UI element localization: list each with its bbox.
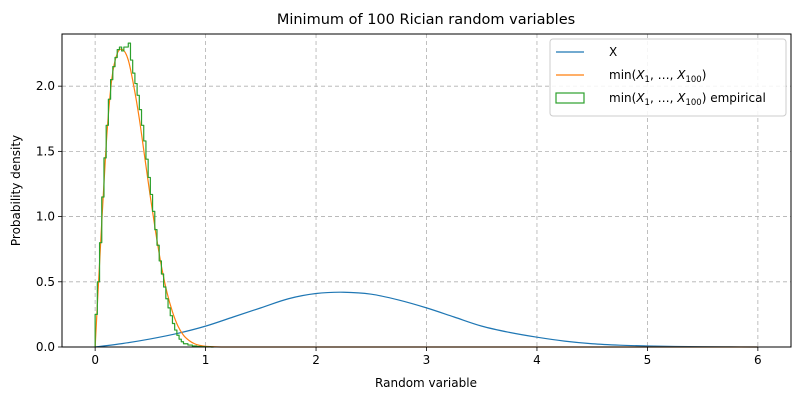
- legend-label-part: 100: [685, 98, 701, 108]
- x-tick-label: 0: [91, 353, 99, 367]
- legend-label-part: X: [635, 68, 645, 82]
- x-tick-label: 3: [423, 353, 431, 367]
- legend-label: min(X1, …, X100) empirical: [609, 91, 766, 108]
- legend-label-part: ): [702, 68, 707, 82]
- legend-label-part: 100: [685, 75, 701, 85]
- x-tick-label: 2: [312, 353, 320, 367]
- legend-label-part: X: [676, 91, 686, 105]
- y-tick-label: 0.5: [36, 275, 55, 289]
- legend-label-part: ) empirical: [702, 91, 766, 105]
- x-tick-label: 1: [202, 353, 210, 367]
- legend-label-part: , …,: [650, 68, 677, 82]
- series-x-line: [95, 291, 758, 348]
- legend-box: [549, 38, 787, 117]
- x-axis-title: Random variable: [375, 376, 477, 390]
- legend-label-part: X: [635, 91, 645, 105]
- legend-label-part: X: [676, 68, 686, 82]
- legend-label: X: [609, 45, 617, 59]
- legend-label-part: min(: [609, 91, 636, 105]
- y-tick-label: 1.5: [36, 144, 55, 158]
- y-tick-label: 0.0: [36, 340, 55, 354]
- legend-label-part: min(: [609, 68, 636, 82]
- legend-label-part: 1: [645, 75, 650, 85]
- x-tick-label: 4: [533, 353, 541, 367]
- x-tick-label: 5: [644, 353, 652, 367]
- legend-label-part: 1: [645, 98, 650, 108]
- ticks: 0 1 2 3 4 5 6 0.0 0.5 1.0 1.5 2.0: [36, 79, 762, 367]
- y-tick-label: 2.0: [36, 79, 55, 93]
- chart-title: Minimum of 100 Rician random variables: [277, 12, 575, 28]
- legend-swatch: [555, 92, 585, 104]
- legend-label-text: X: [609, 45, 617, 59]
- y-axis-title: Probability density: [9, 135, 23, 246]
- series-min-empirical-step: [94, 42, 214, 348]
- legend-label-part: , …,: [650, 91, 677, 105]
- x-tick-label: 6: [754, 353, 762, 367]
- legend-label: min(X1, …, X100): [609, 68, 706, 85]
- y-tick-label: 1.0: [36, 210, 55, 224]
